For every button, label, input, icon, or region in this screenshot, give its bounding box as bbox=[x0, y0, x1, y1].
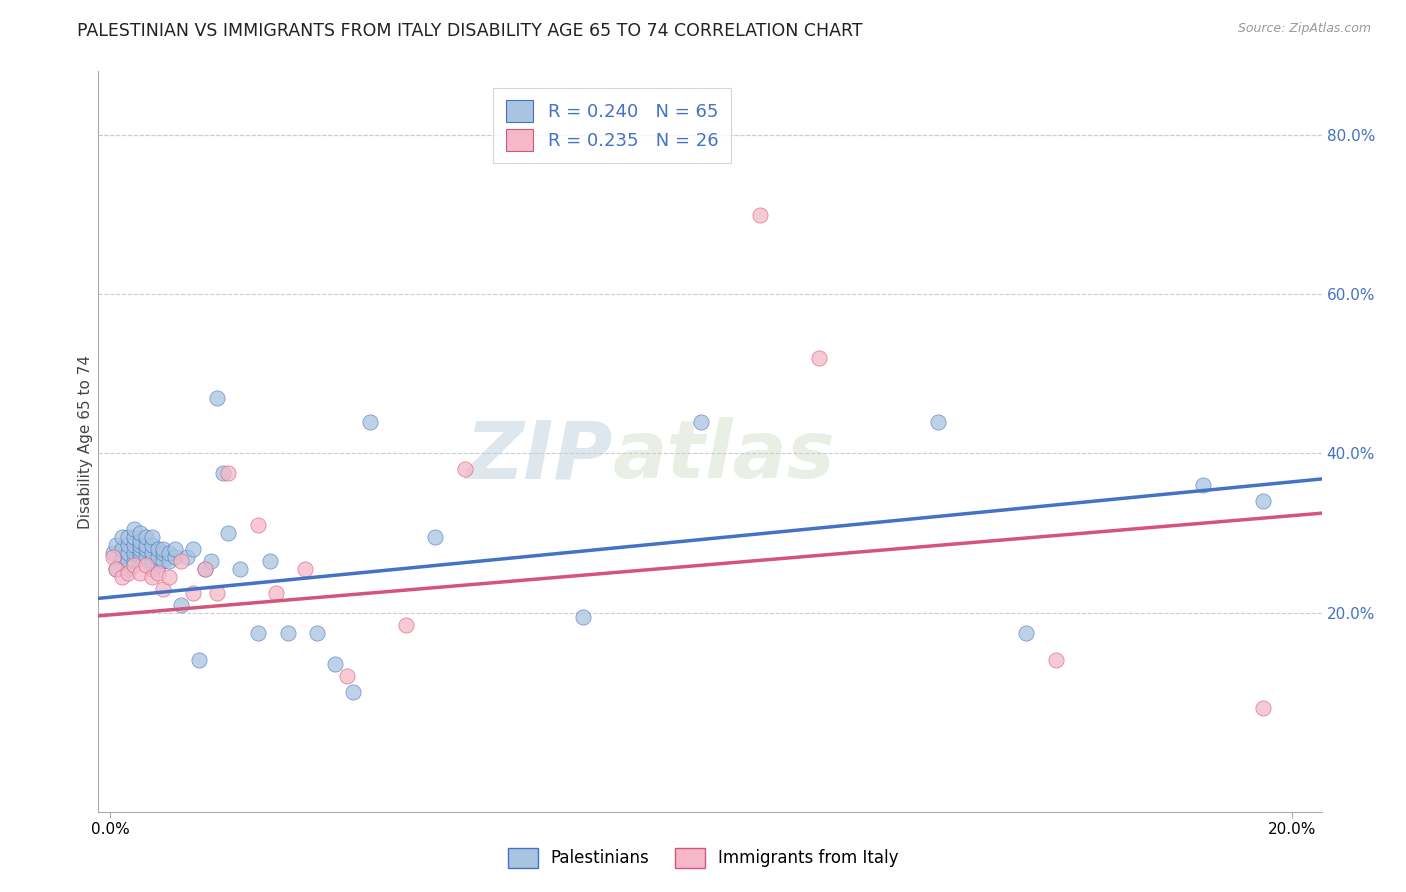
Point bbox=[425, 530, 447, 544]
Point bbox=[152, 546, 174, 560]
Point bbox=[181, 541, 204, 556]
Legend: R = 0.240   N = 65, R = 0.235   N = 26: R = 0.240 N = 65, R = 0.235 N = 26 bbox=[494, 87, 731, 163]
Point bbox=[146, 558, 169, 572]
Point bbox=[276, 625, 298, 640]
Point bbox=[808, 351, 831, 365]
Point bbox=[122, 538, 145, 552]
Point bbox=[176, 549, 198, 564]
Point bbox=[122, 530, 145, 544]
Point bbox=[342, 685, 364, 699]
Legend: Palestinians, Immigrants from Italy: Palestinians, Immigrants from Italy bbox=[501, 841, 905, 875]
Point bbox=[205, 391, 228, 405]
Point bbox=[135, 549, 157, 564]
Point bbox=[927, 415, 949, 429]
Point bbox=[152, 554, 174, 568]
Point bbox=[170, 554, 193, 568]
Point bbox=[194, 562, 217, 576]
Point bbox=[217, 467, 239, 481]
Point bbox=[111, 541, 134, 556]
Point bbox=[157, 554, 180, 568]
Point bbox=[122, 546, 145, 560]
Point bbox=[135, 538, 157, 552]
Point bbox=[111, 530, 134, 544]
Point bbox=[229, 562, 252, 576]
Point bbox=[117, 538, 139, 552]
Point bbox=[152, 582, 174, 596]
Point bbox=[170, 598, 193, 612]
Point bbox=[187, 653, 209, 667]
Point bbox=[454, 462, 477, 476]
Text: atlas: atlas bbox=[612, 417, 835, 495]
Point bbox=[194, 562, 217, 576]
Point bbox=[211, 467, 233, 481]
Point bbox=[165, 549, 187, 564]
Point bbox=[111, 549, 134, 564]
Point bbox=[128, 541, 150, 556]
Point bbox=[146, 541, 169, 556]
Point bbox=[359, 415, 381, 429]
Point bbox=[200, 554, 222, 568]
Point bbox=[117, 566, 139, 580]
Point bbox=[217, 526, 239, 541]
Point bbox=[1251, 494, 1274, 508]
Point bbox=[146, 566, 169, 580]
Point bbox=[128, 538, 150, 552]
Point bbox=[307, 625, 329, 640]
Point bbox=[117, 530, 139, 544]
Point bbox=[141, 562, 163, 576]
Point bbox=[122, 558, 145, 572]
Point bbox=[128, 546, 150, 560]
Point bbox=[690, 415, 713, 429]
Point bbox=[1251, 701, 1274, 715]
Point bbox=[141, 554, 163, 568]
Point bbox=[157, 546, 180, 560]
Point bbox=[157, 570, 180, 584]
Point bbox=[395, 617, 418, 632]
Point bbox=[103, 546, 125, 560]
Point bbox=[128, 526, 150, 541]
Point bbox=[141, 546, 163, 560]
Point bbox=[105, 562, 128, 576]
Point bbox=[146, 549, 169, 564]
Point bbox=[572, 609, 595, 624]
Point bbox=[165, 541, 187, 556]
Point bbox=[181, 586, 204, 600]
Text: PALESTINIAN VS IMMIGRANTS FROM ITALY DISABILITY AGE 65 TO 74 CORRELATION CHART: PALESTINIAN VS IMMIGRANTS FROM ITALY DIS… bbox=[77, 22, 863, 40]
Point bbox=[246, 518, 269, 533]
Point bbox=[135, 541, 157, 556]
Text: Source: ZipAtlas.com: Source: ZipAtlas.com bbox=[1237, 22, 1371, 36]
Point bbox=[141, 530, 163, 544]
Point bbox=[259, 554, 281, 568]
Point bbox=[264, 586, 287, 600]
Y-axis label: Disability Age 65 to 74: Disability Age 65 to 74 bbox=[77, 354, 93, 529]
Point bbox=[103, 549, 125, 564]
Point bbox=[1015, 625, 1038, 640]
Point bbox=[122, 554, 145, 568]
Point bbox=[141, 538, 163, 552]
Point bbox=[135, 558, 157, 572]
Point bbox=[135, 530, 157, 544]
Point bbox=[294, 562, 316, 576]
Point bbox=[117, 562, 139, 576]
Point bbox=[105, 562, 128, 576]
Point bbox=[1192, 478, 1215, 492]
Point bbox=[205, 586, 228, 600]
Point bbox=[128, 549, 150, 564]
Point bbox=[323, 657, 346, 672]
Point bbox=[749, 208, 772, 222]
Point bbox=[117, 554, 139, 568]
Point bbox=[128, 534, 150, 549]
Point bbox=[246, 625, 269, 640]
Point bbox=[336, 669, 359, 683]
Point bbox=[128, 566, 150, 580]
Point bbox=[152, 541, 174, 556]
Text: ZIP: ZIP bbox=[465, 417, 612, 495]
Point bbox=[122, 522, 145, 536]
Point bbox=[1045, 653, 1067, 667]
Point bbox=[117, 546, 139, 560]
Point bbox=[141, 570, 163, 584]
Point bbox=[111, 570, 134, 584]
Point bbox=[105, 538, 128, 552]
